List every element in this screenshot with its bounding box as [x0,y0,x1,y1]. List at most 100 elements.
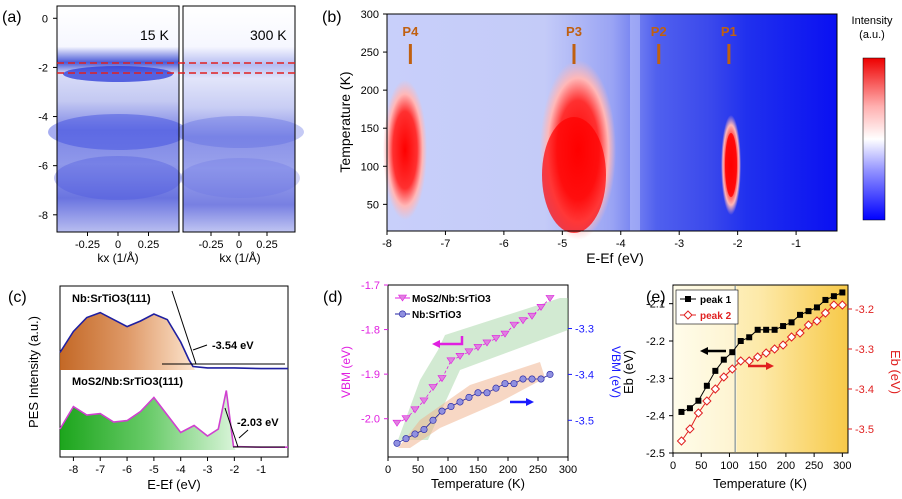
e-point-peak1-9 [754,326,761,333]
e-point-peak2-11 [769,344,780,354]
panel-b-label: (b) [322,9,342,26]
d-point-mos2-12 [500,330,510,338]
e-point-peak2-2 [693,408,704,418]
e-point-peak1-0 [678,408,685,415]
e-xtick-label-0: 0 [670,460,676,472]
c-pointer-0 [192,344,208,351]
e-point-peak1-5 [720,356,727,363]
e-point-peak1-7 [737,338,744,344]
subplot-title-300k: 300 K [250,27,287,43]
b-xtick-label-7: -1 [791,238,801,250]
a-xtick-label-1-2: 0.25 [256,239,277,251]
a-ytick-label-2: -4 [38,112,48,124]
d-point-nb-5 [438,407,446,415]
legend-e-peak-2: peak 2 [700,311,732,322]
d-point-nb-9 [474,389,482,397]
d-point-mos2-11 [491,335,501,343]
d-point-mos2-4 [428,384,438,392]
d-point-mos2-14 [518,317,528,325]
e-xtick-label-6: 300 [833,460,851,472]
e-xtick-label-1: 50 [695,460,707,472]
d-xtick-label-4: 200 [499,464,517,476]
panel-d-axes: 0 50 100 150 200 250 300 -2.0 -1.9 -1.8 -1.7 -3.5 -3… [361,280,594,476]
e-point-peak1-19 [839,289,846,296]
d-point-mos2-8 [464,348,474,356]
legend-e: peak 1 peak 2 [675,289,739,325]
d-point-nb-15 [528,375,536,383]
d-point-nb-12 [501,380,509,388]
e-point-peak2-10 [761,348,771,358]
d-point-nb-4 [429,416,437,424]
b-xtick-label-6: -2 [733,238,743,250]
panel-e-y2label: Eb (eV) [888,350,902,394]
d-point-nb-10 [483,389,491,397]
d-y2tick-label-1: -3.4 [575,369,594,381]
d-point-mos2-0 [392,419,402,427]
a-xtick-label-1-1: 0 [236,239,242,251]
d-xtick-label-5: 250 [529,464,547,476]
panel-a-xlabel-left: kx (1/Å) [97,250,138,265]
d-point-mos2-13 [509,321,519,329]
e-point-peak1-1 [686,405,693,412]
panel-c-plot [59,290,288,450]
d-point-nb-1 [402,435,410,443]
e-xtick-label-5: 250 [805,460,823,472]
b-ytick-label-1: 100 [361,161,379,173]
d-point-nb-2 [411,430,419,438]
panel-b-xlabel: E-Ef (eV) [586,250,644,266]
panel-a-xlabel-right: kx (1/Å) [219,250,260,265]
panel-c-label: (c) [8,289,27,306]
panel-d-label: (d) [323,289,343,306]
vbm-label-nb-srtio3: -3.54 eV [212,340,254,352]
a-xtick-label-1-0: -0.25 [198,239,223,251]
e-point-peak2-5 [719,372,729,382]
d-point-mos2-17 [545,295,555,302]
legend-d-series-1: MoS2/Nb:SrTiO3 [412,294,491,305]
vbm-label-mos2: -2.03 eV [237,417,279,429]
legend-e-peak-1: peak 1 [700,295,732,306]
e-point-peak2-14 [795,328,805,338]
d-y2tick-label-0: -3.5 [575,415,594,427]
d-xtick-label-3: 150 [469,464,487,476]
legend-d-series-2: Nb:SrTiO3 [412,310,462,321]
b-xtick-label-2: -6 [499,238,509,250]
panel-c: (c) Nb:SrTiO3(111) MoS2/Nb:SrTiO3(111) -… [8,285,289,492]
d-point-mos2-3 [419,397,429,405]
panel-c-ylabel: PES Intensity (a.u.) [26,316,41,428]
c-xtick-label-0: -8 [69,464,79,476]
b-xtick-label-5: -3 [674,238,684,250]
e-point-peak2-13 [786,332,797,342]
panel-d-plot [392,295,555,447]
d-point-mos2-7 [455,353,465,360]
e-point-peak1-15 [805,308,812,315]
c-xtick-label-6: -2 [229,464,239,476]
e-point-peak1-13 [788,319,795,326]
panel-b-ylabel: Temperature (K) [337,71,353,172]
c-tangent-1 [224,407,239,448]
colorbar [862,57,886,221]
b-xtick-label-3: -5 [557,238,567,250]
e-point-peak1-11 [771,326,778,333]
peak-label-p3: P3 [566,24,582,39]
d-ytick-label-1: -1.9 [361,369,380,381]
d-point-nb-0 [393,439,401,447]
series-label-nb-srtio3: Nb:SrTiO3(111) [72,293,151,305]
d-point-nb-14 [519,375,527,383]
a-xtick-label-0-0: -0.25 [75,239,100,251]
b-ytick-label-5: 300 [361,9,379,21]
e-point-peak2-4 [710,384,721,394]
panel-e-axes: 0 50 100 150 200 250 300 -2.5 -2.4 -2.3 -2.2 -2.1 -3… [646,299,874,472]
d-point-nb-3 [420,425,428,433]
e-point-peak1-8 [746,334,753,341]
d-ytick-label-0: -2.0 [361,414,380,426]
d-point-mos2-9 [473,344,483,351]
c-xtick-label-7: -1 [256,464,266,476]
panel-e-plot [676,286,848,452]
d-point-nb-16 [537,375,545,383]
d-point-mos2-10 [482,339,492,347]
panel-a: (a) 15 K 300 K 0-2-4-6-8-0.25 0 0.25 -0.25 0… [2,5,304,265]
d-point-mos2-15 [527,312,537,320]
e-point-peak1-10 [763,326,770,333]
panel-e: (e) 0 50 100 150 200 250 300 -2.5 -2.4 -2.3 -2.2 -2… [621,284,902,491]
e-point-peak1-12 [780,323,787,330]
